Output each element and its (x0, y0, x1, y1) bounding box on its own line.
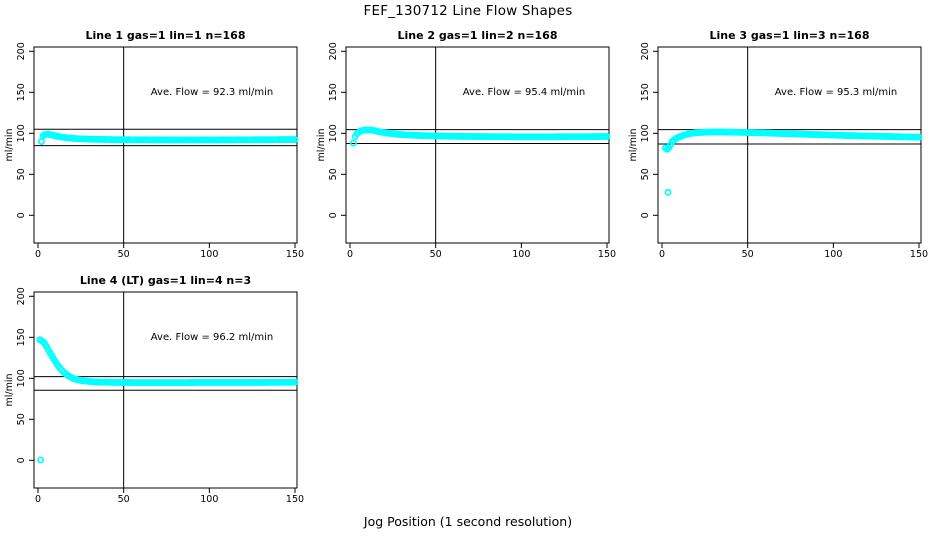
x-tick-label: 50 (118, 494, 130, 505)
subplot-title: Line 2 gas=1 lin=2 n=168 (397, 29, 557, 42)
subplot-title: Line 3 gas=1 lin=3 n=168 (709, 29, 869, 42)
data-point (291, 136, 299, 143)
series-points (349, 126, 611, 147)
x-tick-label: 150 (286, 249, 304, 260)
ave-flow-annotation: Ave. Flow = 92.3 ml/min (151, 87, 273, 98)
y-axis-name: ml/min (4, 373, 15, 406)
y-tick-label: 0 (328, 212, 339, 218)
subplot-3-canvas: 0 50 100 150 0 50 100 150 200 ml/min Line 3 gas=1 … (628, 29, 928, 260)
x-tick-label: 0 (659, 249, 665, 260)
x-tick-label: 100 (512, 249, 530, 260)
series-points (37, 130, 299, 145)
data-point (915, 133, 923, 141)
y-axis-name: ml/min (316, 128, 327, 161)
x-tick-label: 0 (35, 494, 41, 505)
x-tick-label: 0 (347, 249, 353, 260)
x-tick-label: 100 (824, 249, 842, 260)
y-tick-label: 200 (16, 287, 27, 305)
y-tick-label: 150 (640, 83, 651, 101)
ave-flow-annotation: Ave. Flow = 96.2 ml/min (151, 332, 273, 343)
data-point (664, 188, 672, 196)
y-tick-label: 100 (328, 124, 339, 142)
plot-box (345, 46, 610, 244)
y-tick-label: 100 (16, 124, 27, 142)
data-point (291, 378, 299, 386)
y-tick-label: 50 (16, 413, 27, 425)
y-axis-name: ml/min (628, 128, 639, 161)
ave-flow-annotation: Ave. Flow = 95.4 ml/min (463, 87, 585, 98)
plot-box (33, 46, 298, 244)
subplot-1-canvas: 0 50 100 150 0 50 100 150 200 ml/min Line 1 gas=1 … (4, 29, 304, 260)
subplot-title: Line 4 (LT) gas=1 lin=4 n=3 (80, 274, 251, 287)
subplot-4-canvas: 0 50 100 150 0 50 100 150 200 ml/min Line 4 (LT) g… (4, 274, 304, 505)
y-tick-label: 100 (16, 369, 27, 387)
x-tick-label: 0 (35, 249, 41, 260)
y-tick-label: 100 (640, 124, 651, 142)
subplot-4: 0 50 100 150 0 50 100 150 200 ml/min Line 4 (LT) g… (0, 261, 312, 519)
y-tick-label: 150 (328, 83, 339, 101)
y-tick-label: 150 (16, 83, 27, 101)
plot-box (657, 46, 922, 244)
subplot-1: 0 50 100 150 0 50 100 150 200 ml/min Line 1 gas=1 … (0, 16, 312, 274)
x-tick-label: 50 (118, 249, 130, 260)
data-point (603, 133, 611, 141)
x-axis-label: Jog Position (1 second resolution) (363, 514, 573, 529)
y-tick-label: 0 (16, 457, 27, 463)
data-point (37, 456, 45, 464)
x-tick-label: 150 (286, 494, 304, 505)
subplot-title: Line 1 gas=1 lin=1 n=168 (85, 29, 245, 42)
subplot-2: 0 50 100 150 0 50 100 150 200 ml/min Line 2 gas=1 … (312, 16, 624, 274)
y-tick-label: 200 (16, 42, 27, 60)
y-axis-name: ml/min (4, 128, 15, 161)
x-tick-label: 150 (910, 249, 928, 260)
data-point (37, 138, 45, 145)
x-tick-label: 50 (430, 249, 442, 260)
subplot-3: 0 50 100 150 0 50 100 150 200 ml/min Line 3 gas=1 … (624, 16, 936, 274)
y-tick-label: 50 (640, 168, 651, 180)
x-tick-label: 50 (742, 249, 754, 260)
plot-box (33, 291, 298, 489)
x-tick-label: 100 (200, 494, 218, 505)
x-tick-label: 150 (598, 249, 616, 260)
y-tick-label: 0 (640, 212, 651, 218)
subplot-2-canvas: 0 50 100 150 0 50 100 150 200 ml/min Line 2 gas=1 … (316, 29, 616, 260)
series-points (36, 336, 299, 464)
y-tick-label: 200 (640, 42, 651, 60)
y-tick-label: 0 (16, 212, 27, 218)
y-tick-label: 200 (328, 42, 339, 60)
y-tick-label: 50 (16, 168, 27, 180)
y-tick-label: 150 (16, 328, 27, 346)
series-points (661, 128, 923, 196)
y-tick-label: 50 (328, 168, 339, 180)
ave-flow-annotation: Ave. Flow = 95.3 ml/min (775, 87, 897, 98)
x-tick-label: 100 (200, 249, 218, 260)
main-title: FEF_130712 Line Flow Shapes (363, 3, 573, 19)
data-point (349, 139, 357, 147)
